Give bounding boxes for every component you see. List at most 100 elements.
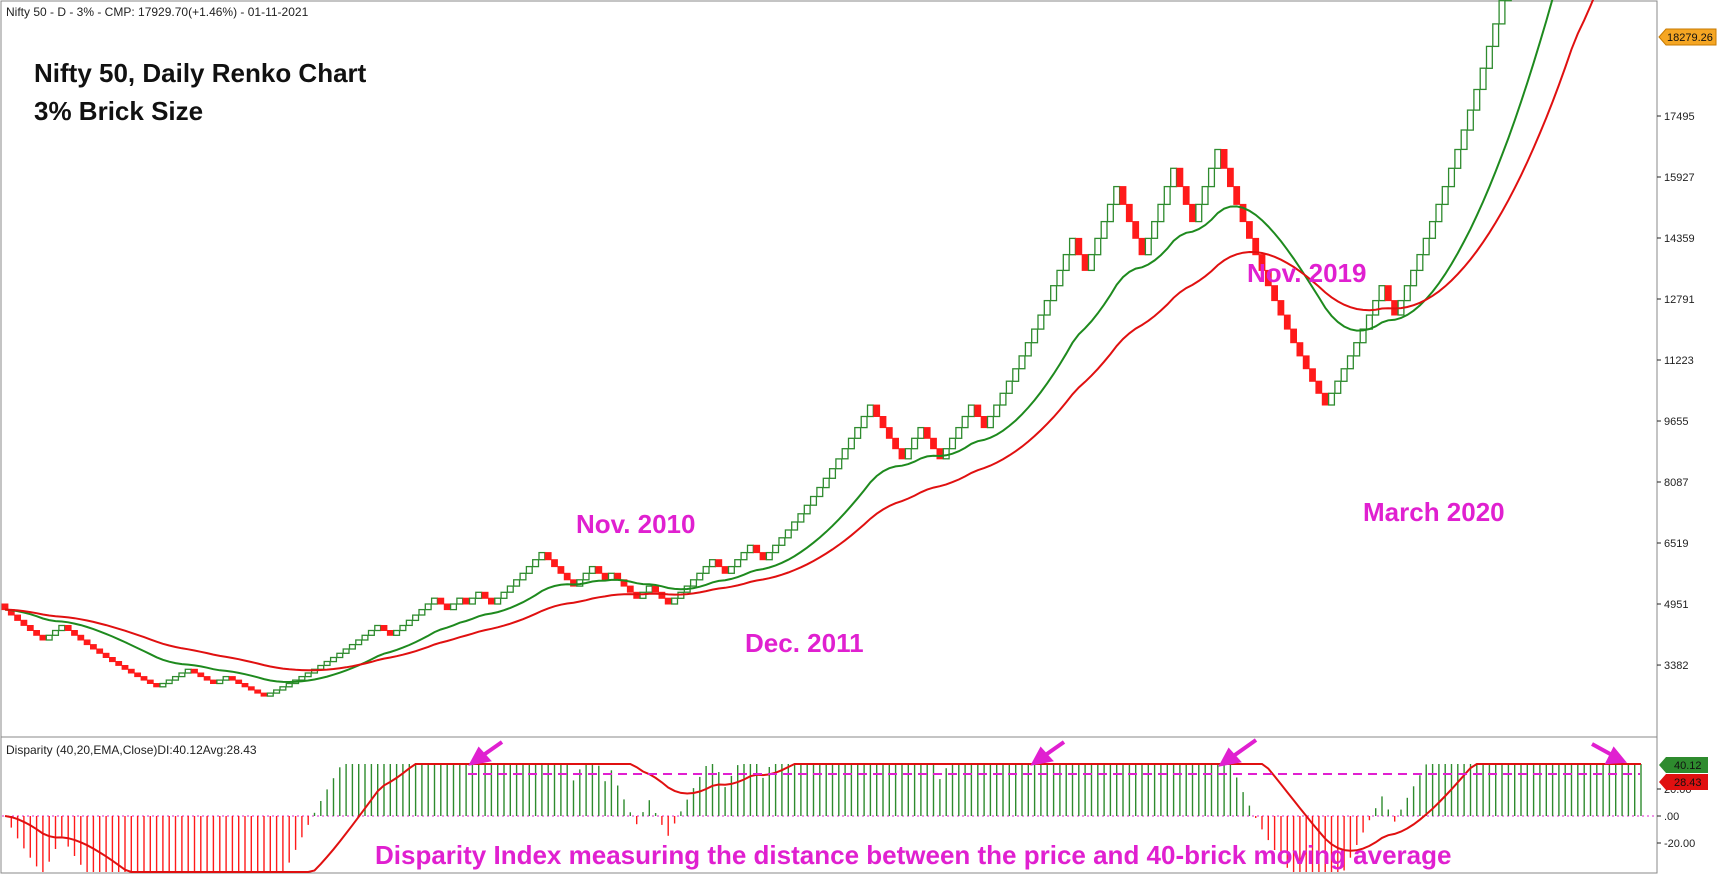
renko-brick-down — [1384, 285, 1392, 302]
renko-brick-up — [1043, 299, 1051, 316]
renko-brick-down — [77, 634, 85, 641]
renko-brick-up — [911, 437, 919, 450]
last-price-tag-text: 18279.26 — [1667, 32, 1713, 44]
renko-brick-up — [1068, 237, 1077, 256]
renko-brick-down — [26, 625, 34, 631]
renko-brick-down — [1176, 167, 1184, 188]
renko-brick-down — [601, 572, 609, 581]
price-axis-tick-label: 11223 — [1664, 355, 1694, 367]
renko-brick-down — [1227, 167, 1234, 188]
renko-brick-up — [1410, 269, 1418, 287]
renko-brick-up — [1024, 342, 1032, 357]
renko-brick-up — [399, 624, 407, 632]
price-axis-tick-label: 3382 — [1664, 660, 1688, 672]
renko-brick-down — [254, 689, 262, 694]
renko-brick-up — [639, 591, 647, 599]
arrow-3-head — [1218, 747, 1242, 767]
renko-brick-up — [1447, 167, 1456, 188]
renko-brick-down — [1290, 328, 1297, 344]
renko-brick-up — [1492, 23, 1500, 48]
renko-brick-down — [229, 676, 236, 681]
renko-brick-down — [386, 630, 394, 636]
renko-brick-down — [1296, 342, 1304, 357]
renko-brick-up — [1100, 220, 1108, 239]
renko-brick-up — [1403, 285, 1411, 302]
renko-brick-down — [90, 644, 97, 650]
renko-brick-down — [109, 657, 116, 663]
renko-brick-down — [140, 676, 148, 681]
renko-brick-down — [930, 437, 937, 450]
renko-brick-down — [1075, 237, 1083, 256]
renko-brick-down — [64, 625, 72, 631]
renko-brick-up — [955, 426, 963, 439]
renko-brick-up — [1340, 368, 1348, 382]
price-axis-tick-label: 9655 — [1664, 416, 1688, 428]
renko-brick-up — [1062, 253, 1070, 272]
renko-brick-down — [885, 427, 893, 439]
renko-brick-up — [285, 682, 293, 688]
renko-brick-down — [121, 665, 129, 670]
renko-brick-up — [588, 565, 596, 574]
renko-brick-up — [1378, 285, 1386, 302]
renko-brick-down — [235, 679, 243, 684]
renko-brick-up — [222, 675, 230, 681]
renko-brick-down — [873, 404, 881, 418]
renko-brick-down — [980, 416, 988, 429]
renko-brick-up — [1151, 220, 1159, 239]
renko-brick-down — [614, 572, 622, 581]
renko-brick-up — [424, 603, 432, 611]
chart-subtitle: 3% Brick Size — [34, 96, 203, 126]
last-price-tag-shape — [1658, 28, 1717, 46]
fast-moving-average-line — [4, 0, 1554, 684]
renko-brick-up — [841, 448, 849, 460]
renko-brick-down — [247, 686, 255, 691]
disparity-header: Disparity (40,20,EMA,Close)DI:40.12Avg:2… — [6, 743, 257, 757]
arrow-2-head — [1030, 746, 1054, 766]
disparity-average-line — [4, 763, 1641, 873]
renko-brick-down — [127, 668, 135, 674]
renko-brick-up — [999, 392, 1007, 406]
renko-brick-up — [860, 415, 868, 429]
renko-brick-up — [1170, 167, 1178, 188]
renko-brick-down — [153, 683, 160, 688]
renko-brick-up — [1485, 45, 1493, 69]
renko-brick-up — [1201, 185, 1209, 206]
renko-brick-down — [563, 572, 571, 581]
renko-brick-down — [721, 566, 729, 574]
renko-brick-up — [456, 597, 464, 605]
renko-brick-down — [715, 559, 723, 568]
renko-brick-down — [1246, 221, 1253, 239]
renko-brick-down — [191, 668, 198, 674]
renko-brick-up — [361, 634, 369, 641]
disparity-axis: 20.00 .00 -20.00 — [1657, 784, 1695, 850]
renko-brick-up — [1087, 253, 1095, 272]
renko-brick-up — [822, 477, 830, 489]
renko-brick-up — [430, 597, 439, 605]
renko-brick-down — [936, 448, 944, 460]
renko-brick-down — [626, 585, 634, 593]
renko-brick-down — [96, 648, 104, 654]
renko-brick-up — [696, 572, 704, 581]
renko-brick-up — [1214, 148, 1222, 169]
renko-brick-up — [1144, 237, 1152, 256]
renko-brick-up — [854, 426, 862, 439]
renko-brick-down — [115, 661, 123, 666]
renko-brick-up — [506, 585, 514, 593]
di-tag: 40.12 — [1659, 757, 1708, 773]
renko-brick-up — [1416, 253, 1424, 272]
renko-brick-up — [1037, 314, 1045, 330]
arrow-1-shaft — [480, 740, 504, 758]
disparity-tick-neg20: -20.00 — [1664, 838, 1695, 850]
renko-brick-up — [645, 585, 653, 593]
renko-brick-up — [1157, 203, 1165, 223]
renko-brick-down — [1081, 254, 1089, 271]
renko-brick-up — [1018, 355, 1026, 370]
renko-brick-up — [1005, 380, 1013, 394]
renko-brick-up — [1435, 203, 1443, 223]
disparity-tick-0: .00 — [1664, 811, 1679, 823]
renko-brick-down — [102, 652, 110, 658]
renko-brick-up — [367, 629, 375, 636]
arrow-4-head — [1604, 746, 1628, 765]
renko-brick-up — [317, 664, 325, 670]
